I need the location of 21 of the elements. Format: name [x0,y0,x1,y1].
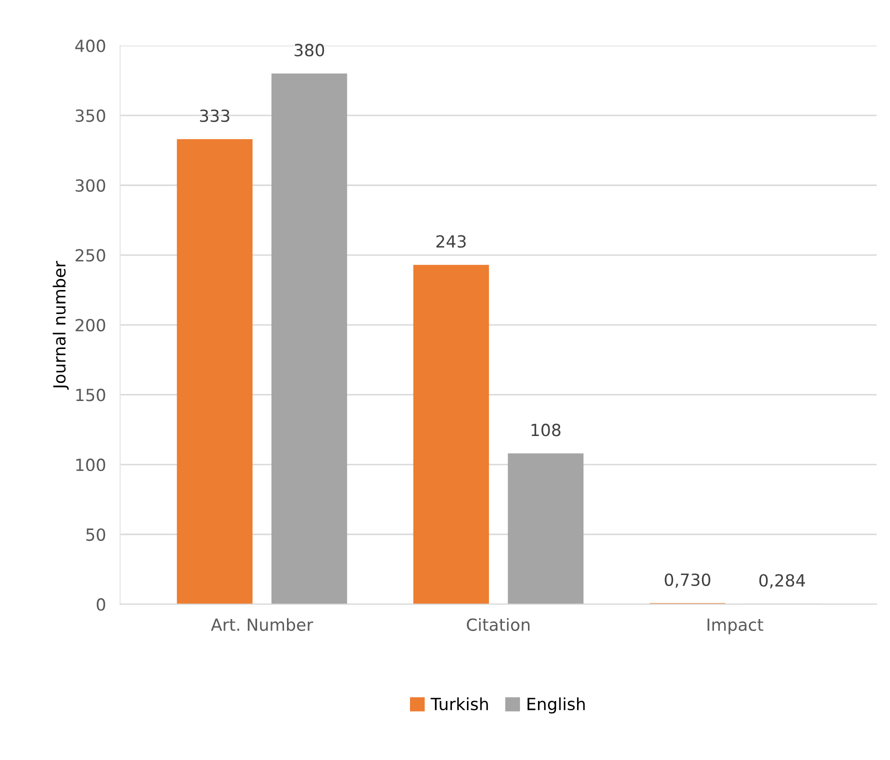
data-label: 0,284 [759,574,806,588]
legend-label: Turkish [430,697,488,710]
y-tick-label: 400 [75,40,106,52]
y-tick-label: 200 [76,318,106,332]
y-tick-label: 300 [76,179,106,192]
data-label: 333 [200,109,230,122]
y-tick-label: 50 [86,528,106,541]
y-axis-title: Journal number [52,260,69,390]
y-tick-label: 250 [76,249,106,262]
x-tick-label: Citation [466,618,530,631]
y-tick-label: 150 [76,388,106,402]
legend-label: English [528,697,585,714]
y-tick-label: 350 [76,109,106,122]
data-label: 243 [436,235,466,248]
data-label: 380 [294,44,324,56]
y-tick-label: 100 [76,458,106,472]
x-tick-label: Impact [708,618,764,634]
x-tick-label: Art. Number [210,618,314,631]
y-tick-label: 0 [96,598,106,611]
data-label: 0,730 [664,573,710,588]
data-label: 108 [532,424,560,436]
